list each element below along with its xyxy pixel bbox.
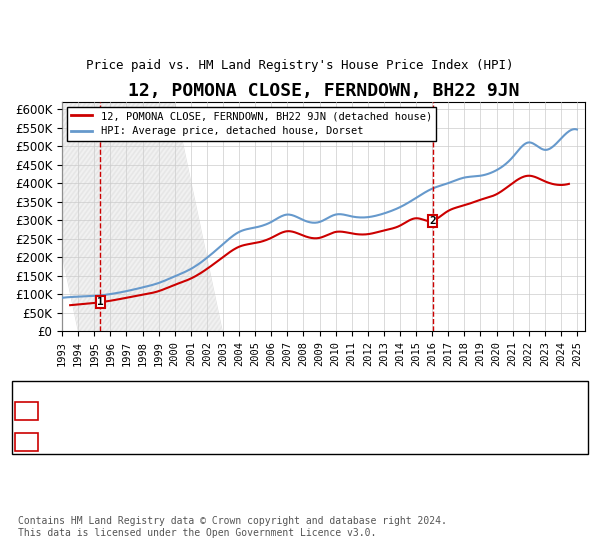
Text: £298,000: £298,000	[240, 437, 294, 447]
Text: Price paid vs. HM Land Registry's House Price Index (HPI): Price paid vs. HM Land Registry's House …	[86, 59, 514, 72]
Text: 2: 2	[23, 437, 30, 447]
Text: 07-JAN-2016: 07-JAN-2016	[60, 437, 134, 447]
Text: £78,000: £78,000	[240, 407, 287, 417]
Text: Contains HM Land Registry data © Crown copyright and database right 2024.
This d: Contains HM Land Registry data © Crown c…	[18, 516, 447, 538]
Text: 2: 2	[429, 216, 436, 226]
Text: 1: 1	[23, 406, 30, 416]
Text: 1: 1	[97, 297, 104, 307]
Title: 12, POMONA CLOSE, FERNDOWN, BH22 9JN: 12, POMONA CLOSE, FERNDOWN, BH22 9JN	[128, 82, 519, 100]
FancyBboxPatch shape	[95, 296, 105, 308]
FancyBboxPatch shape	[428, 215, 437, 227]
Text: 16% ↓ HPI: 16% ↓ HPI	[372, 407, 433, 417]
Text: 19-MAY-1995: 19-MAY-1995	[60, 407, 134, 417]
Text: 22% ↓ HPI: 22% ↓ HPI	[372, 437, 433, 447]
Legend: 12, POMONA CLOSE, FERNDOWN, BH22 9JN (detached house), HPI: Average price, detac: 12, POMONA CLOSE, FERNDOWN, BH22 9JN (de…	[67, 107, 436, 141]
